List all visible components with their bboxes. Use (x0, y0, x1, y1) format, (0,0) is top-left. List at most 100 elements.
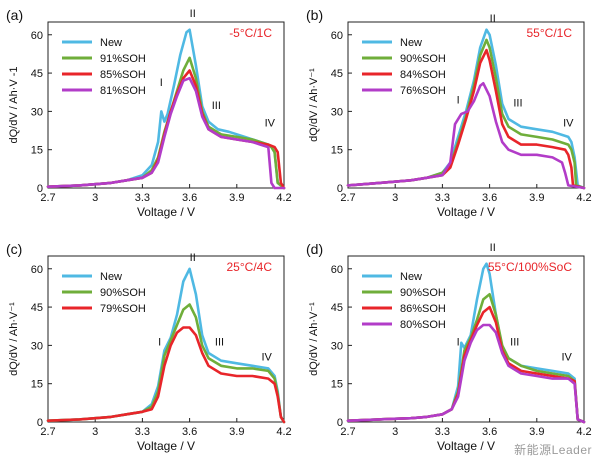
x-tick-label: 3.3 (435, 426, 450, 438)
peak-label: III (510, 336, 519, 348)
peak-label: I (457, 336, 460, 348)
plot-frame (347, 21, 585, 189)
series-line-84pctsoh (346, 48, 586, 190)
panel-label: (a) (6, 7, 23, 23)
legend-label: 90%SOH (100, 287, 146, 299)
y-tick-label: 15 (331, 145, 343, 157)
peak-label: II (190, 8, 196, 20)
watermark-text: 新能源Leader (514, 443, 592, 457)
x-tick-label: 3.3 (135, 192, 150, 204)
legend-label: New (100, 271, 122, 283)
legend-label: New (100, 37, 122, 49)
x-tick-label: 2.7 (40, 192, 55, 204)
legend-label: 86%SOH (400, 303, 446, 315)
chart-svg-c: 2.7 3 3.3 3.6 3.9 4.2 0 15 30 45 60 Voltage / V dQ/d… (6, 241, 292, 453)
chart-panel-d: 2.7 3 3.3 3.6 3.9 4.2 0 15 30 45 60 Voltage / V dQ/d… (300, 234, 600, 468)
condition-label: 25°C/4C (227, 260, 273, 274)
x-tick-label: 3.9 (229, 426, 244, 438)
series-line-81pctsoh (46, 76, 286, 190)
y-tick-label: 45 (331, 302, 343, 314)
legend-label: 79%SOH (100, 303, 146, 315)
panel-label: (c) (6, 241, 22, 257)
x-tick-label: 3 (392, 426, 398, 438)
x-tick-label: 3.6 (182, 426, 197, 438)
series-line-new (46, 28, 286, 190)
y-tick-label: 45 (31, 302, 43, 314)
y-tick-label: 60 (31, 30, 43, 42)
series-line-79pctsoh (46, 326, 286, 424)
x-tick-label: 2.7 (340, 192, 355, 204)
peak-label: II (490, 242, 496, 254)
peak-label: I (160, 77, 163, 89)
plot-frame (47, 255, 285, 423)
y-tick-label: 0 (337, 183, 343, 195)
peak-label: II (190, 252, 196, 264)
legend-label: New (400, 271, 422, 283)
peak-label: IV (561, 352, 572, 364)
y-tick-label: 45 (331, 68, 343, 80)
y-tick-label: 30 (31, 340, 43, 352)
condition-label: -5°C/1C (229, 26, 272, 40)
x-tick-label: 3.6 (482, 426, 497, 438)
peak-label: I (158, 336, 161, 348)
y-axis-label: dQ/dV / Ah·V -1 (8, 66, 20, 143)
chart-panel-b: 2.7 3 3.3 3.6 3.9 4.2 0 15 30 45 60 Voltage / V dQ/d… (300, 0, 600, 234)
y-tick-label: 30 (331, 340, 343, 352)
y-tick-label: 15 (331, 379, 343, 391)
condition-label: 55°C/100%SoC (488, 260, 573, 274)
y-tick-label: 60 (31, 264, 43, 276)
y-axis-label: dQ/dV / Ah·V⁻¹ (8, 302, 20, 376)
x-tick-label: 3.9 (529, 192, 544, 204)
legend-label: New (400, 37, 422, 49)
x-axis-label: Voltage / V (137, 205, 195, 219)
x-tick-label: 3 (392, 192, 398, 204)
x-tick-label: 3.3 (135, 426, 150, 438)
x-tick-label: 4.2 (576, 426, 591, 438)
condition-label: 55°C/1C (527, 26, 573, 40)
peak-label: II (490, 13, 496, 25)
x-tick-label: 3.6 (182, 192, 197, 204)
chart-panel-a: 2.7 3 3.3 3.6 3.9 4.2 0 15 30 45 60 Voltage / V dQ/d… (0, 0, 300, 234)
x-tick-label: 3.9 (229, 192, 244, 204)
peak-label: I (457, 95, 460, 107)
chart-svg-b: 2.7 3 3.3 3.6 3.9 4.2 0 15 30 45 60 Voltage / V dQ/d… (306, 7, 592, 219)
peak-label: IV (261, 352, 272, 364)
legend-label: 91%SOH (100, 53, 146, 65)
peak-label: III (513, 97, 522, 109)
series-line-new (346, 262, 586, 424)
legend-label: 84%SOH (400, 69, 446, 81)
y-axis-label: dQ/dV / Ah·V⁻¹ (308, 68, 320, 142)
x-tick-label: 4.2 (576, 192, 591, 204)
y-tick-label: 15 (31, 379, 43, 391)
legend-label: 90%SOH (400, 53, 446, 65)
y-tick-label: 30 (31, 106, 43, 118)
y-tick-label: 0 (37, 183, 43, 195)
series-line-91pctsoh (46, 56, 286, 190)
peak-label: III (215, 336, 224, 348)
chart-svg-d: 2.7 3 3.3 3.6 3.9 4.2 0 15 30 45 60 Voltage / V dQ/d… (306, 241, 592, 453)
x-tick-label: 2.7 (40, 426, 55, 438)
series-line-80pctsoh (346, 323, 586, 424)
x-axis-label: Voltage / V (137, 439, 195, 453)
legend-label: 81%SOH (100, 85, 146, 97)
x-tick-label: 2.7 (340, 426, 355, 438)
x-tick-label: 3 (92, 192, 98, 204)
chart-svg-a: 2.7 3 3.3 3.6 3.9 4.2 0 15 30 45 60 Voltage / V dQ/d… (6, 7, 292, 219)
series-line-76pctsoh (346, 82, 586, 190)
y-tick-label: 0 (37, 417, 43, 429)
series-line-90pctsoh (346, 38, 586, 190)
y-tick-label: 60 (331, 30, 343, 42)
x-tick-label: 3.3 (435, 192, 450, 204)
y-tick-label: 30 (331, 106, 343, 118)
y-tick-label: 0 (337, 417, 343, 429)
panel-label: (b) (306, 7, 323, 23)
plot-frame (347, 255, 585, 423)
legend-label: 76%SOH (400, 85, 446, 97)
legend-label: 90%SOH (400, 287, 446, 299)
x-axis-label: Voltage / V (437, 205, 495, 219)
x-tick-label: 3.6 (482, 192, 497, 204)
x-tick-label: 4.2 (276, 192, 291, 204)
chart-panel-c: 2.7 3 3.3 3.6 3.9 4.2 0 15 30 45 60 Voltage / V dQ/d… (0, 234, 300, 468)
x-tick-label: 3 (92, 426, 98, 438)
